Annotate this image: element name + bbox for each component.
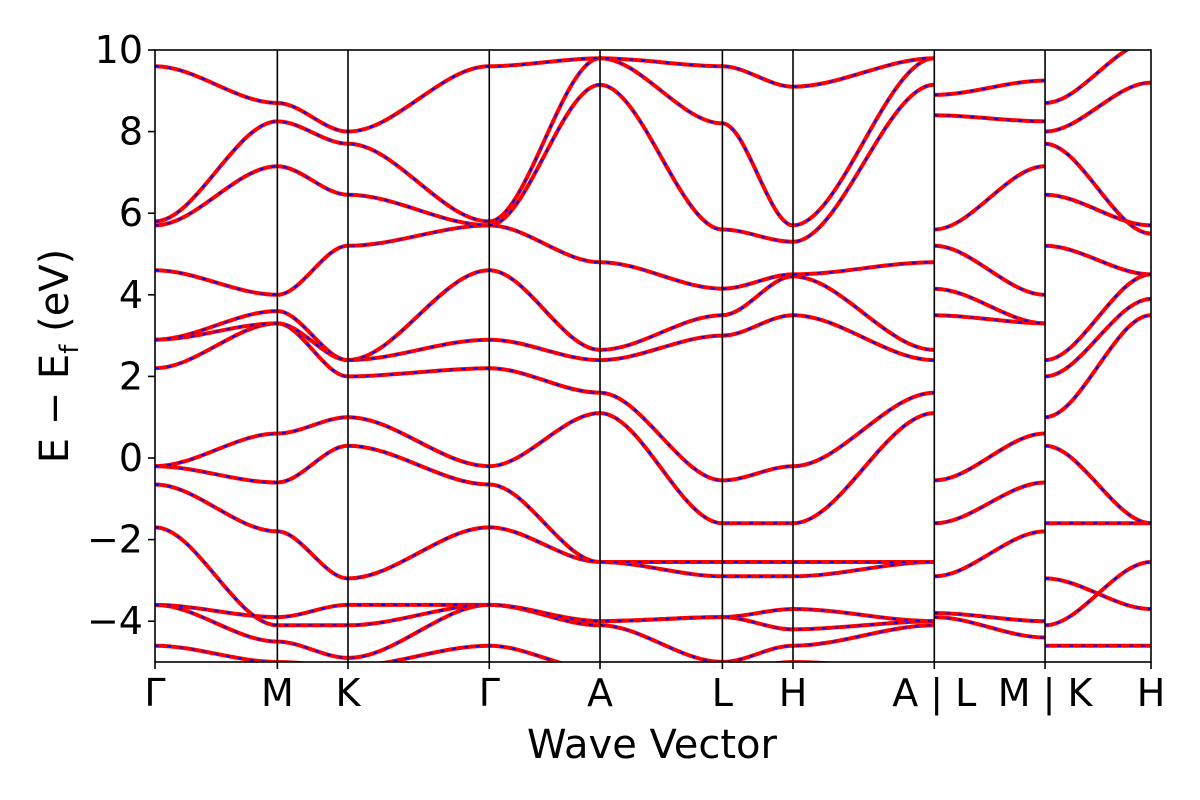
band-line-1-1 [934,615,1046,640]
band-line-2-8 [1044,243,1151,277]
band-line-1-8 [934,164,1046,232]
band-line-dashed-0-11 [155,83,935,243]
band-line-2-9 [1044,192,1151,228]
band-line-dashed-2-4 [1044,444,1151,525]
y-axis-ticks: 10 8 6 4 2 0 −2 −4 [87,28,155,643]
y-axis-title-unit: (eV) [32,249,78,345]
x-tick-label-1: M [261,671,294,715]
y-tick-label-0: 10 [95,28,143,72]
plot-frame [154,49,1152,663]
band-line-0-8 [155,313,935,363]
band-line-0-4 [155,482,935,581]
band-line-dashed-2-9 [1044,193,1151,227]
y-tick-label-3: 4 [119,273,143,317]
y-axis-title: E − Ef (eV) [32,249,85,464]
x-tick-label-5: L [712,671,733,715]
band-line-dashed-0-6 [155,412,935,525]
y-axis-title-sub: f [55,344,85,354]
x-tick-label-7: A | L [892,671,976,716]
k-path-lines [276,50,1046,662]
band-line-2-10 [1044,141,1151,236]
band-line-dashed-2-5 [1044,314,1151,419]
band-line-0-7 [155,321,935,483]
band-line-dashed-2-6 [1044,297,1151,378]
y-tick-label-4: 2 [119,354,143,398]
band-line-dashed-0-1 [155,603,935,662]
band-line-dashed-2-10 [1044,142,1151,235]
band-line-0-11 [155,82,935,244]
band-line-dashed-0-10 [155,224,935,296]
y-tick-label-1: 8 [119,110,143,154]
band-line-0-9 [155,268,935,363]
band-line-dashed-1-0 [934,612,1046,623]
band-line-dashed-2-12 [1044,50,1129,104]
band-line-0-6 [155,411,935,526]
y-tick-label-6: −2 [87,518,143,562]
x-tick-label-2: K [336,671,362,715]
band-line-dashed-1-3 [934,481,1046,525]
band-line-1-9 [934,113,1046,124]
x-tick-label-3: Γ [479,671,500,715]
x-tick-label-6: H [779,671,808,715]
band-line-2-4 [1044,443,1151,526]
band-line-0-0 [155,643,839,662]
band-line-dashed-2-7 [1044,273,1151,362]
band-line-dashed-0-7 [155,322,935,482]
band-line-dashed-2-8 [1044,244,1151,276]
x-tick-label-9: H [1137,671,1166,715]
band-line-2-7 [1044,272,1151,363]
band-line-dashed-1-8 [934,165,1046,231]
band-line-dashed-1-6 [934,287,1046,325]
band-line-dashed-0-8 [155,314,935,362]
band-line-1-10 [934,78,1046,97]
y-axis-title-main: E − E [32,354,78,464]
band-line-dashed-1-2 [934,530,1046,578]
band-line-dashed-0-5 [155,444,935,564]
band-line-dashed-2-2 [1044,577,1151,610]
band-line-dashed-1-9 [934,114,1046,123]
x-tick-label-0: Γ [144,671,165,715]
band-line-dashed-0-3 [155,526,935,627]
band-line-dashed-1-7 [934,244,1046,296]
band-lines [155,50,1151,662]
band-line-2-2 [1044,576,1151,611]
y-tick-label-7: −4 [87,599,143,643]
x-tick-label-4: A [587,671,613,715]
x-tick-label-8: M | K [998,671,1094,716]
band-line-2-11 [1044,80,1151,134]
y-tick-label-2: 6 [119,191,143,235]
x-axis-title: Wave Vector [527,722,778,768]
band-line-dashed-2-11 [1044,81,1151,133]
band-line-dashed-0-13 [155,57,935,133]
band-line-1-3 [934,480,1046,526]
band-line-dashed-1-4 [934,432,1046,482]
y-tick-label-5: 0 [119,436,143,480]
